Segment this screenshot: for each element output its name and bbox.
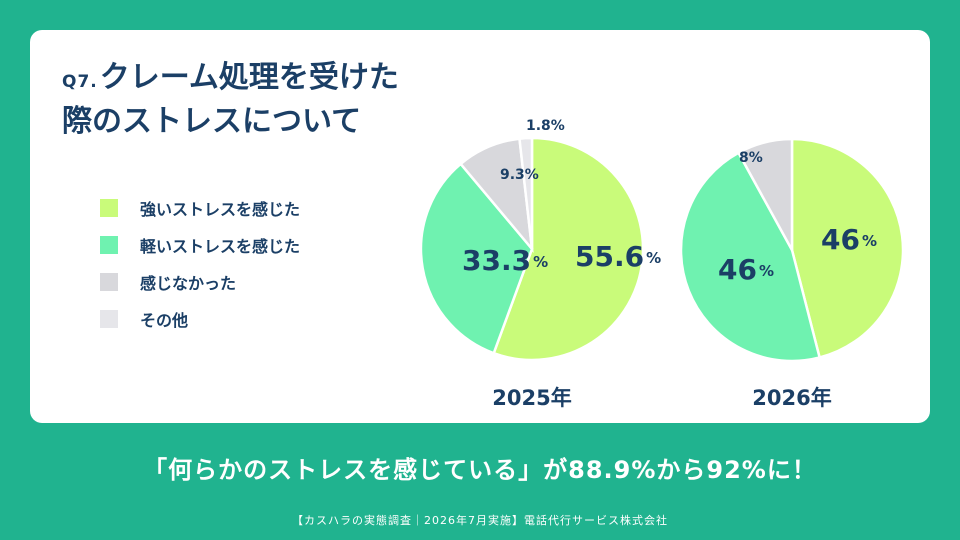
pie-2026-slice-strong [790,137,905,360]
chart-card: Q7.クレーム処理を受けた 際のストレスについて 強いストレスを感じた 軽いスト… [30,30,930,423]
legend-swatch [100,273,118,291]
legend-swatch [100,199,118,217]
legend-swatch [100,310,118,328]
pie-2026-slice-light [679,151,822,363]
headline: 「何らかのストレスを感じている」が88.9%から92%に！ [143,456,817,484]
legend: 強いストレスを感じた 軽いストレスを感じた 感じなかった その他 [100,198,300,346]
footer-source: 【カスハラの実態調査｜2026年7月実施】電話代行サービス株式会社 [292,514,668,527]
legend-swatch [100,236,118,254]
pie-2025-slice-other [518,136,534,250]
title-line-2: 際のストレスについて [62,104,362,139]
pie-2025-label-other: 1.8% [526,118,565,134]
pie-2026-label: 2026年 [752,386,832,410]
pie-2025-slice-strong [492,136,645,362]
question-number: Q7. [62,72,98,92]
pie-2026-label-none: 8% [739,150,763,166]
legend-label: 強いストレスを感じた [140,200,301,219]
legend-label: 軽いストレスを感じた [140,237,301,256]
pie-2025-label: 2025年 [492,386,572,410]
pie-2025-label-strong: 55.6% [575,240,661,273]
legend-label: 感じなかった [140,274,237,293]
legend-item-strong: 強いストレスを感じた [100,198,301,219]
chart-title: Q7.クレーム処理を受けた 際のストレスについて [62,58,399,142]
pie-charts: 55.6 %33.3 %9.3%1.8%46 %46 %8% [419,118,905,363]
legend-item-light: 軽いストレスを感じた [100,235,301,256]
legend-item-other: その他 [100,309,300,330]
legend-item-none: 感じなかった [100,272,300,293]
pie-2025-label-none: 9.3% [500,167,539,183]
title-line-1: クレーム処理を受けた [99,60,399,95]
pie-2025-slice-light [419,162,534,355]
pie-2026-slice-none [736,137,794,251]
legend-label: その他 [140,311,189,330]
